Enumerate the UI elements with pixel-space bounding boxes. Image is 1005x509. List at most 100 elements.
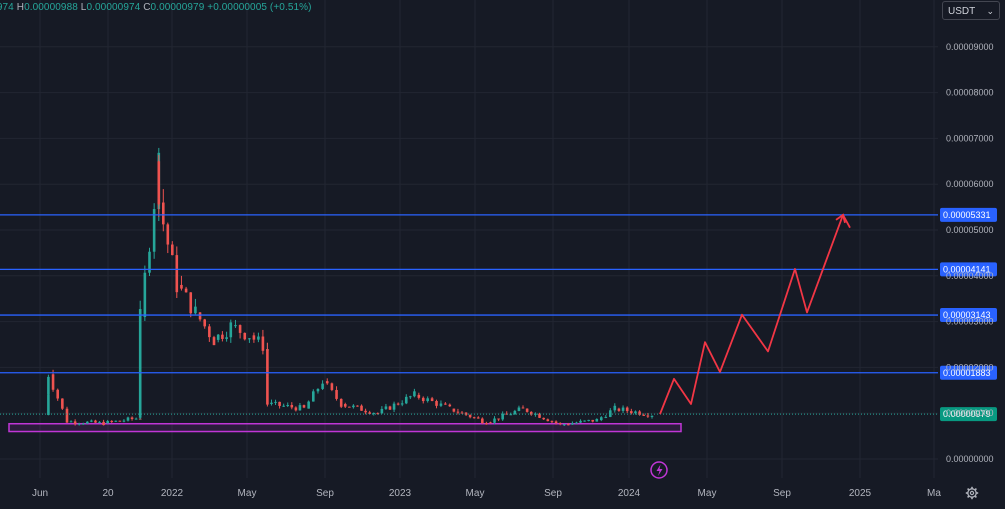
- candle-body: [90, 420, 93, 422]
- ohlc-legend: 0.00000974 H0.00000988 L0.00000974 C0.00…: [0, 2, 312, 13]
- support-zone: [8, 422, 682, 433]
- candle-body: [617, 408, 621, 411]
- candle-body: [106, 420, 109, 424]
- projection-line: [659, 213, 851, 415]
- time-tick-label: Sep: [544, 488, 562, 499]
- candle-body: [571, 423, 574, 425]
- level-tag: [940, 365, 997, 380]
- candle-body: [198, 312, 202, 320]
- candle-body: [102, 421, 105, 426]
- price-tick-label: 0.00006000: [946, 179, 994, 189]
- candle-body: [439, 403, 443, 406]
- candle-body: [567, 424, 570, 426]
- candle-body: [278, 401, 281, 406]
- candle-body: [130, 417, 134, 420]
- candle-body: [335, 389, 338, 399]
- candle-body: [148, 251, 151, 273]
- candle-body: [203, 319, 206, 327]
- candle-body: [521, 407, 525, 409]
- candle-body: [558, 423, 562, 425]
- candle-body: [212, 337, 216, 346]
- events-marker[interactable]: [650, 461, 668, 479]
- candle-body: [216, 334, 220, 340]
- candle-body: [162, 202, 165, 225]
- horizontal-levels[interactable]: 0.00005331 0.00004141 0.00003143 0.00001883…: [0, 207, 997, 422]
- last-price-label: 0.00000979: [943, 409, 991, 419]
- candle-body: [352, 405, 355, 408]
- price-tick-label: 0.00004000: [946, 271, 994, 281]
- candle-body: [143, 272, 147, 318]
- high-label: H: [16, 2, 25, 13]
- level-tag: [940, 262, 997, 277]
- candle-body: [456, 411, 460, 413]
- candle-body: [384, 406, 388, 409]
- candle-body: [194, 306, 197, 314]
- time-tick-label: 20: [102, 488, 114, 499]
- candle-body: [517, 407, 521, 411]
- candle-body: [298, 405, 302, 411]
- level-tag-label: 0.00005331: [943, 210, 991, 220]
- candle-body: [430, 398, 434, 401]
- price-tick-label: 0.00003000: [946, 317, 994, 327]
- level-tag: [940, 207, 997, 222]
- candle-body: [56, 389, 59, 399]
- candle-body: [51, 374, 55, 390]
- candle-body: [542, 417, 545, 420]
- candle-body: [435, 400, 438, 406]
- candle-body: [61, 398, 64, 409]
- price-tick-label: 0.00001000: [946, 408, 994, 418]
- candle-body: [550, 421, 554, 423]
- candle-body: [625, 407, 629, 412]
- candle-body: [180, 284, 183, 289]
- candle-body: [221, 334, 224, 339]
- candle-body: [274, 401, 277, 403]
- level-tag-label: 0.00003143: [943, 310, 991, 320]
- candle-body: [138, 309, 142, 370]
- candle-body: [189, 292, 193, 314]
- time-tick-label: May: [466, 488, 485, 499]
- candle-body: [286, 405, 290, 407]
- candle-body: [166, 224, 170, 245]
- candle-body: [184, 288, 188, 293]
- candle-body: [642, 414, 646, 416]
- candle-body: [175, 255, 179, 293]
- candle-body: [368, 412, 371, 414]
- candle-body: [270, 402, 273, 405]
- candle-body: [307, 401, 310, 409]
- candle-body: [152, 209, 156, 252]
- lightning-icon-ring: [650, 461, 668, 479]
- price-axis[interactable]: 0.00009000 0.00008000 0.00007000 0.00006000…: [946, 42, 994, 464]
- projection-arrowhead: [835, 213, 846, 224]
- candle-body: [505, 413, 509, 415]
- time-axis[interactable]: Jun 20 2022 May Sep 2023 May Sep 2024 May Sep 2025 M…: [32, 488, 941, 499]
- candle-body: [460, 412, 464, 414]
- candle-body: [47, 394, 50, 416]
- candle-body: [546, 419, 550, 422]
- candle-body: [266, 349, 269, 377]
- level-tag-label: 0.00001883: [943, 368, 991, 378]
- candle-body: [587, 419, 590, 421]
- price-tick-label: 0.00007000: [946, 133, 994, 143]
- candle-body: [538, 413, 541, 418]
- candle-body: [157, 198, 161, 205]
- candle-body: [86, 421, 89, 424]
- candle-body: [65, 408, 69, 423]
- level-tag: [940, 308, 997, 323]
- candle-body: [621, 407, 625, 411]
- candle-body: [591, 419, 595, 422]
- candle-body: [238, 325, 242, 333]
- candle-body: [400, 403, 404, 405]
- change-value: +0.00000005 (+0.51%): [207, 2, 312, 13]
- candle-body: [360, 405, 363, 411]
- candle-body: [417, 394, 421, 398]
- candle-body: [579, 420, 582, 423]
- candles: [0, 147, 938, 426]
- price-tick-label: 0.00002000: [946, 362, 994, 372]
- time-tick-label: 2025: [849, 488, 872, 499]
- time-tick-label: 2022: [161, 488, 184, 499]
- candle-body: [266, 376, 269, 405]
- gear-icon[interactable]: [965, 486, 979, 500]
- candle-body: [493, 418, 496, 423]
- currency-selector[interactable]: USDT ⌄: [942, 1, 1000, 20]
